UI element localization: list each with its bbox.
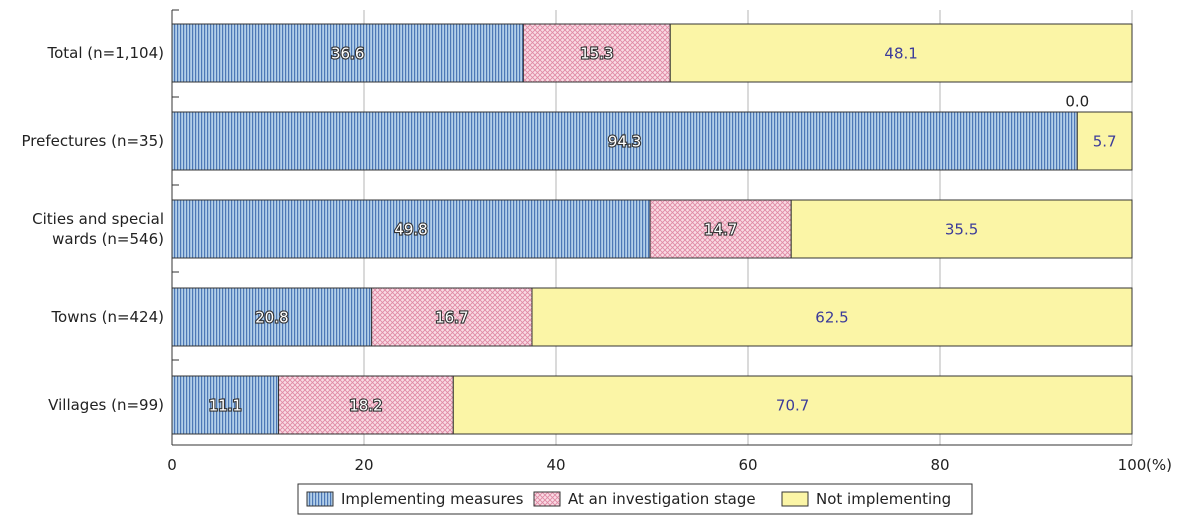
value-label: 62.5 <box>815 309 848 327</box>
bar-segment-not-implementing <box>1076 111 1133 171</box>
category-label: Villages (n=99) <box>48 396 164 414</box>
legend-label: Implementing measures <box>341 490 524 508</box>
legend-box <box>297 483 973 515</box>
value-label: 36.6 <box>331 45 364 63</box>
category-label: Prefectures (n=35) <box>21 132 164 150</box>
legend-label: Not implementing <box>816 490 951 508</box>
value-label: 70.7 <box>776 397 809 415</box>
x-tick-label-40: 40 <box>546 456 565 474</box>
value-label: 20.8 <box>255 309 288 327</box>
legend-label: At an investigation stage <box>568 490 756 508</box>
bar-segment-implementing-measures <box>171 23 524 83</box>
category-label: Towns (n=424) <box>50 308 164 326</box>
bar-segment-not-implementing <box>531 287 1133 347</box>
value-label: 35.5 <box>945 221 978 239</box>
value-label: 49.8 <box>394 221 427 239</box>
bar-segment-implementing-measures <box>171 287 373 347</box>
bar-segment-implementing-measures <box>171 199 651 259</box>
bar-segment-at-an-investigation-stage <box>278 375 454 435</box>
value-label: 16.7 <box>435 309 468 327</box>
category-label: Total (n=1,104) <box>46 44 164 62</box>
bar-segment-at-an-investigation-stage <box>522 23 671 83</box>
bar-segment-implementing-measures <box>171 111 1078 171</box>
x-tick-label-60: 60 <box>738 456 757 474</box>
value-label: 0.0 <box>1065 93 1089 111</box>
legend-swatch <box>306 491 334 507</box>
bar-segment-not-implementing <box>669 23 1133 83</box>
value-label: 5.7 <box>1093 133 1117 151</box>
legend-swatch <box>533 491 561 507</box>
bar-segment-not-implementing <box>452 375 1133 435</box>
bar-segment-not-implementing <box>790 199 1133 259</box>
bar-segment-at-an-investigation-stage <box>649 199 792 259</box>
x-axis-unit: (%) <box>1146 456 1172 474</box>
value-label: 15.3 <box>580 45 613 63</box>
value-label: 11.1 <box>209 397 242 415</box>
value-label: 18.2 <box>349 397 382 415</box>
x-tick-label-20: 20 <box>354 456 373 474</box>
x-tick-label-100: 100 <box>1118 456 1147 474</box>
legend-swatch <box>781 491 809 507</box>
x-tick-label-0: 0 <box>167 456 177 474</box>
value-label: 48.1 <box>884 45 917 63</box>
category-label: wards (n=546) <box>52 230 164 248</box>
value-label: 94.3 <box>608 133 641 151</box>
bar-segment-at-an-investigation-stage <box>371 287 533 347</box>
x-tick-label-80: 80 <box>930 456 949 474</box>
category-label: Cities and special <box>32 210 164 228</box>
value-label: 14.7 <box>704 221 737 239</box>
